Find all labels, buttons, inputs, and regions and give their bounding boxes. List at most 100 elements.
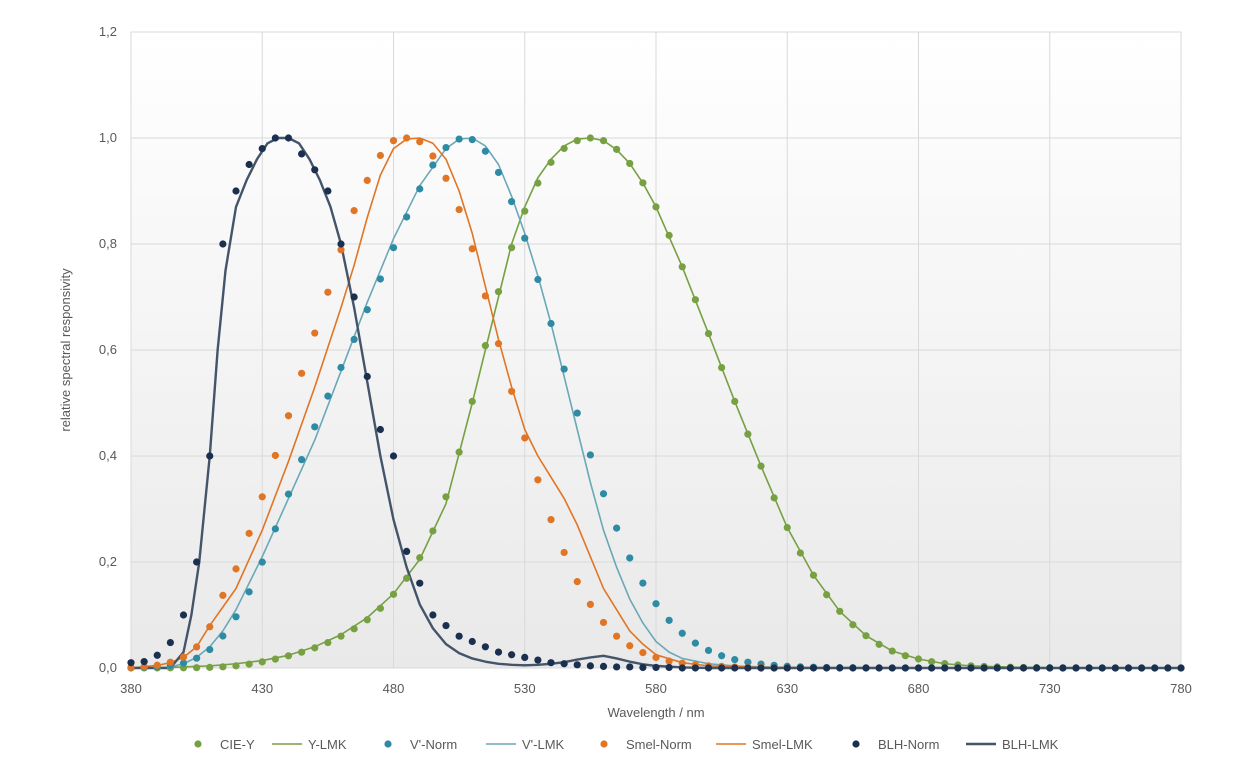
blh-norm-point: [1059, 664, 1067, 672]
v-norm-point: [376, 275, 384, 283]
cie-y-point: [219, 663, 227, 671]
cie-y-point: [193, 664, 201, 672]
cie-y-point: [626, 159, 634, 168]
x-tick-label: 780: [1170, 681, 1192, 696]
v-norm-point: [481, 147, 489, 155]
blh-norm-point: [153, 651, 161, 659]
v-norm-point: [573, 409, 581, 417]
smel-norm-point: [534, 476, 542, 484]
legend-label: Smel-LMK: [752, 737, 813, 752]
smel-norm-point: [179, 653, 188, 661]
cie-y-point: [757, 462, 765, 470]
blh-norm-point: [862, 664, 870, 672]
cie-y-point: [849, 621, 857, 629]
v-norm-point: [324, 392, 332, 400]
cie-y-point: [704, 329, 713, 338]
cie-y-point: [481, 342, 489, 350]
x-axis-title: Wavelength / nm: [607, 705, 704, 720]
v-norm-point: [403, 213, 411, 221]
cie-y-point: [928, 658, 936, 666]
smel-norm-point: [639, 649, 647, 657]
smel-norm-point: [376, 151, 384, 160]
cie-y-point: [665, 231, 673, 239]
v-norm-point: [350, 335, 358, 343]
v-norm-point: [718, 652, 726, 660]
blh-norm-point: [179, 611, 188, 619]
v-norm-point: [599, 490, 608, 498]
x-tick-label: 480: [383, 681, 405, 696]
blh-norm-point: [928, 664, 936, 672]
blh-norm-point: [193, 558, 201, 566]
blh-norm-point: [508, 651, 516, 659]
v-norm-point: [179, 659, 188, 667]
blh-lmk-line: [129, 136, 1183, 670]
blh-norm-point: [626, 663, 634, 671]
cie-y-point: [573, 137, 581, 145]
smel-norm-point: [468, 245, 476, 253]
cie-y-point: [324, 638, 332, 647]
legend-item-v-norm: V'-Norm: [384, 737, 457, 752]
cie-y-point: [796, 549, 804, 557]
y-tick-label: 0,6: [99, 342, 117, 357]
smel-norm-point: [206, 623, 214, 631]
y-axis-title: relative spectral responsivity: [58, 268, 73, 432]
cie-y-point: [403, 574, 411, 582]
smel-norm-point: [271, 451, 279, 460]
smel-norm-point: [494, 340, 503, 348]
v-norm-point: [245, 588, 253, 596]
smel-norm-point: [626, 642, 634, 650]
blh-norm-point: [219, 240, 227, 248]
blh-norm-point: [403, 547, 411, 556]
smel-norm-point: [389, 137, 398, 145]
cie-y-point: [389, 590, 398, 598]
cie-y-point: [468, 397, 476, 406]
blh-norm-point: [888, 664, 896, 672]
smel-norm-point: [363, 176, 371, 184]
blh-norm-point: [586, 662, 594, 670]
legend-item-smel-norm: Smel-Norm: [600, 737, 692, 752]
cie-y-point: [809, 571, 818, 579]
x-tick-label: 580: [645, 681, 667, 696]
blh-norm-point: [914, 664, 923, 672]
legend-label: V'-Norm: [410, 737, 457, 752]
v-norm-point: [560, 365, 568, 373]
blh-norm-point: [1072, 664, 1080, 672]
legend-label: BLH-LMK: [1002, 737, 1059, 752]
blh-norm-point: [1006, 664, 1014, 672]
blh-norm-point: [954, 664, 962, 672]
y-tick-label: 0,2: [99, 554, 117, 569]
legend-item-blh-norm: BLH-Norm: [852, 737, 939, 752]
series-v-lmk: [130, 137, 1182, 669]
smel-norm-point: [429, 152, 437, 160]
v-norm-point: [271, 525, 279, 533]
smel-norm-point: [481, 292, 489, 300]
smel-norm-point: [193, 643, 201, 651]
blh-norm-point: [298, 150, 306, 158]
v-norm-point: [258, 558, 266, 566]
cie-y-point: [560, 144, 568, 153]
blh-norm-point: [731, 664, 739, 672]
x-tick-label: 730: [1039, 681, 1061, 696]
cie-y-point: [744, 430, 752, 438]
blh-norm-point: [849, 664, 857, 672]
x-tick-label: 630: [776, 681, 798, 696]
v-norm-point: [508, 198, 516, 206]
blh-norm-point: [718, 664, 726, 672]
y-tick-label: 1,0: [99, 130, 117, 145]
v-norm-point: [284, 490, 293, 498]
v-norm-point: [311, 423, 319, 431]
cie-y-point: [770, 494, 778, 502]
cie-y-point: [823, 591, 831, 599]
blh-norm-point: [534, 656, 542, 664]
legend-marker: [600, 740, 608, 748]
blh-norm-point: [547, 659, 555, 667]
cie-y-point: [718, 364, 726, 372]
y-tick-label: 0,8: [99, 236, 117, 251]
smel-lmk-line: [130, 137, 1182, 669]
series-smel-norm: [127, 134, 791, 672]
legend-marker: [194, 740, 202, 748]
blh-norm-point: [416, 579, 424, 587]
blh-norm-point: [652, 663, 660, 672]
v-norm-point: [534, 275, 542, 284]
